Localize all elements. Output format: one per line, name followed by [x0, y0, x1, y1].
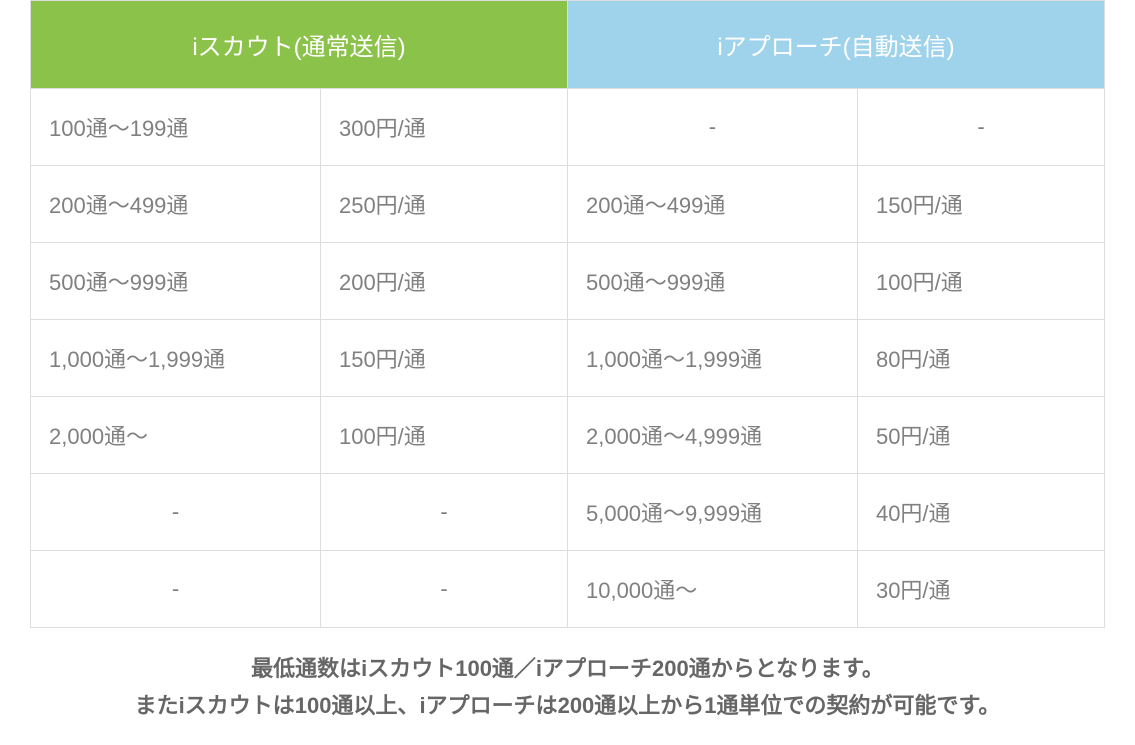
approach-price-cell: 40円/通 [857, 474, 1104, 551]
scout-price-cell: 100円/通 [320, 397, 567, 474]
table-row: 200通〜499通250円/通200通〜499通150円/通 [31, 166, 1105, 243]
scout-price-cell: 150円/通 [320, 320, 567, 397]
approach-range-cell: 10,000通〜 [567, 551, 857, 628]
scout-range-cell: 500通〜999通 [31, 243, 321, 320]
approach-price-cell: 50円/通 [857, 397, 1104, 474]
approach-range-cell: 2,000通〜4,999通 [567, 397, 857, 474]
table-row: --10,000通〜30円/通 [31, 551, 1105, 628]
approach-range-cell: - [567, 89, 857, 166]
scout-range-cell: 200通〜499通 [31, 166, 321, 243]
table-row: 1,000通〜1,999通150円/通1,000通〜1,999通80円/通 [31, 320, 1105, 397]
table-header-row: iスカウト(通常送信) iアプローチ(自動送信) [31, 1, 1105, 89]
approach-range-cell: 200通〜499通 [567, 166, 857, 243]
scout-price-cell: 250円/通 [320, 166, 567, 243]
scout-range-cell: - [31, 474, 321, 551]
table-row: 2,000通〜100円/通2,000通〜4,999通50円/通 [31, 397, 1105, 474]
approach-price-cell: 150円/通 [857, 166, 1104, 243]
scout-range-cell: 1,000通〜1,999通 [31, 320, 321, 397]
footnote: 最低通数はiスカウト100通／iアプローチ200通からとなります。 またiスカウ… [30, 650, 1105, 725]
approach-price-cell: 30円/通 [857, 551, 1104, 628]
approach-range-cell: 5,000通〜9,999通 [567, 474, 857, 551]
scout-price-cell: - [320, 551, 567, 628]
scout-range-cell: 2,000通〜 [31, 397, 321, 474]
scout-range-cell: 100通〜199通 [31, 89, 321, 166]
approach-price-cell: 100円/通 [857, 243, 1104, 320]
footnote-line1: 最低通数はiスカウト100通／iアプローチ200通からとなります。 [30, 650, 1105, 687]
footnote-line2: またiスカウトは100通以上、iアプローチは200通以上から1通単位での契約が可… [30, 687, 1105, 724]
table-row: 100通〜199通300円/通-- [31, 89, 1105, 166]
approach-range-cell: 1,000通〜1,999通 [567, 320, 857, 397]
header-approach: iアプローチ(自動送信) [567, 1, 1104, 89]
approach-price-cell: 80円/通 [857, 320, 1104, 397]
scout-price-cell: 200円/通 [320, 243, 567, 320]
table-row: --5,000通〜9,999通40円/通 [31, 474, 1105, 551]
header-scout: iスカウト(通常送信) [31, 1, 568, 89]
approach-price-cell: - [857, 89, 1104, 166]
scout-range-cell: - [31, 551, 321, 628]
pricing-table: iスカウト(通常送信) iアプローチ(自動送信) 100通〜199通300円/通… [30, 0, 1105, 628]
approach-range-cell: 500通〜999通 [567, 243, 857, 320]
scout-price-cell: 300円/通 [320, 89, 567, 166]
table-row: 500通〜999通200円/通500通〜999通100円/通 [31, 243, 1105, 320]
scout-price-cell: - [320, 474, 567, 551]
